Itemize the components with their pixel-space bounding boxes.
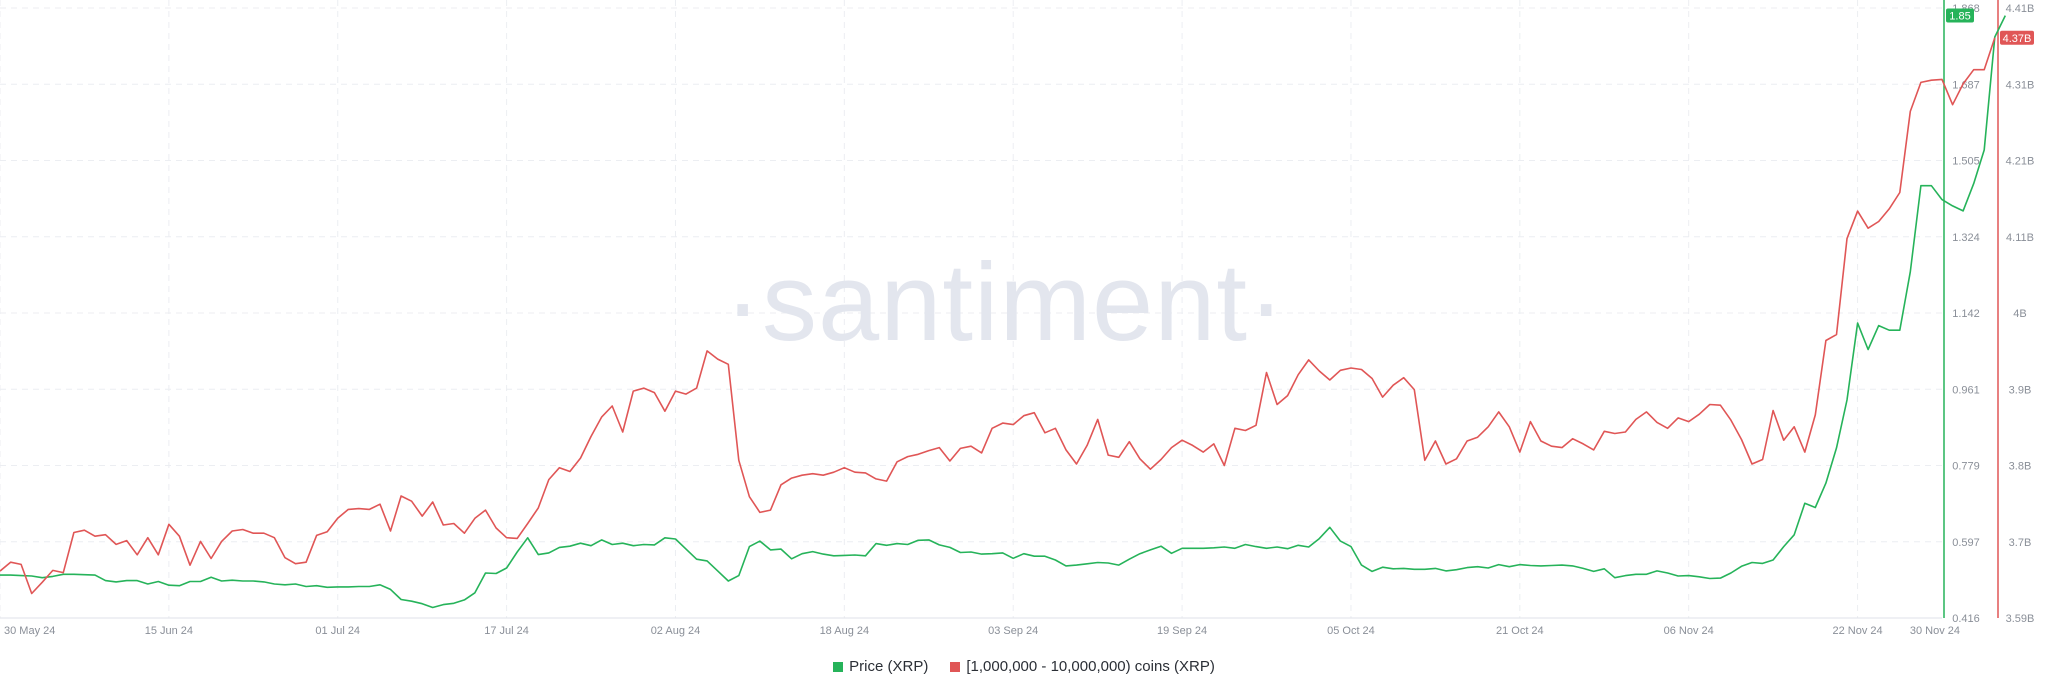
price-tick-label: 0.597 (1952, 537, 1980, 549)
holders-tick-label: 4.11B (2006, 232, 2034, 244)
x-tick-label: 03 Sep 24 (988, 625, 1038, 637)
x-tick-label: 30 Nov 24 (1910, 625, 1960, 637)
holders-tick-label: 4B (2013, 308, 2026, 320)
holders-tick-label: 4.41B (2006, 3, 2035, 15)
legend: Price (XRP) [1,000,000 - 10,000,000) coi… (0, 658, 2048, 675)
price-tick-label: 0.779 (1952, 461, 1980, 473)
price-tick-label: 0.961 (1952, 384, 1980, 396)
holders-tick-label: 4.21B (2006, 156, 2035, 168)
x-tick-label: 30 May 24 (4, 625, 55, 637)
x-tick-label: 05 Oct 24 (1327, 625, 1375, 637)
legend-item-holders[interactable]: [1,000,000 - 10,000,000) coins (XRP) (950, 658, 1215, 675)
price-current-badge (1946, 8, 1974, 23)
holders-line (0, 37, 1996, 595)
x-tick-label: 01 Jul 24 (315, 625, 360, 637)
holders-tick-label: 3.9B (2009, 384, 2032, 396)
series-lines (0, 15, 2007, 609)
price-axis: 0.416 0.597 0.779 0.961 1.142 1.324 1.505 1.687… (1943, 0, 1980, 625)
x-tick-label: 06 Nov 24 (1664, 625, 1714, 637)
price-line (0, 15, 2007, 609)
x-tick-label: 02 Aug 24 (651, 625, 701, 637)
x-tick-label: 22 Nov 24 (1832, 625, 1882, 637)
santiment-watermark: ·santiment· (724, 241, 1285, 364)
legend-item-price[interactable]: Price (XRP) (833, 658, 928, 675)
holders-tick-label: 4.31B (2006, 79, 2035, 91)
price-tick-label: 1.142 (1952, 308, 1980, 320)
holders-swatch (950, 661, 961, 672)
holders-tick-label: 3.59B (2006, 613, 2035, 625)
x-tick-label: 19 Sep 24 (1157, 625, 1207, 637)
price-tick-label: 1.687 (1952, 79, 1980, 91)
legend-label-price: Price (XRP) (849, 658, 929, 675)
price-tick-label: 1.505 (1952, 156, 1980, 168)
x-tick-label: 17 Jul 24 (484, 625, 529, 637)
price-swatch (833, 661, 844, 672)
x-tick-label: 21 Oct 24 (1496, 625, 1544, 637)
current-value-badges: 1.85 4.37B (1946, 8, 2034, 45)
x-axis: 30 May 24 15 Jun 24 01 Jul 24 17 Jul 24 02 A… (0, 617, 1960, 637)
x-tick-label: 18 Aug 24 (820, 625, 870, 637)
price-current-value: 1.85 (1949, 11, 1970, 23)
holders-tick-label: 3.8B (2009, 461, 2032, 473)
holders-current-value: 4.37B (2003, 33, 2032, 45)
price-tick-label: 0.416 (1952, 613, 1980, 625)
grid (0, 0, 1942, 619)
holders-axis: 3.59B 3.7B 3.8B 3.9B 4B 4.11B 4.21B 4.31B 4.41B (1997, 0, 2035, 625)
x-tick-label: 15 Jun 24 (145, 625, 193, 637)
price-tick-label: 1.324 (1952, 232, 1980, 244)
holders-tick-label: 3.7B (2009, 537, 2032, 549)
legend-label-holders: [1,000,000 - 10,000,000) coins (XRP) (966, 658, 1215, 675)
holders-current-badge (2000, 30, 2034, 45)
